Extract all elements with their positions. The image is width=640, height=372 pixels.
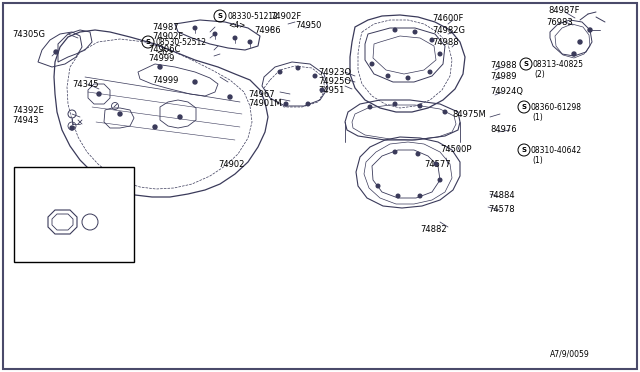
Text: 08313-40825: 08313-40825 (533, 60, 584, 68)
Text: 74578: 74578 (488, 205, 515, 214)
Circle shape (228, 95, 232, 99)
Text: 08310-40642: 08310-40642 (531, 145, 582, 154)
Text: 74959(LH): 74959(LH) (20, 208, 64, 217)
Text: 74305G: 74305G (12, 29, 45, 38)
Circle shape (296, 66, 300, 70)
Circle shape (248, 40, 252, 44)
Text: 74884: 74884 (488, 190, 515, 199)
Circle shape (406, 76, 410, 80)
Circle shape (393, 28, 397, 32)
Text: S: S (524, 61, 529, 67)
Bar (14, 167, 134, 262)
Text: 74988: 74988 (490, 61, 516, 70)
Text: <4>: <4> (228, 20, 245, 29)
Circle shape (428, 70, 432, 74)
Text: 74989: 74989 (490, 71, 516, 80)
Text: 76983: 76983 (546, 17, 573, 26)
Circle shape (430, 38, 434, 42)
Circle shape (438, 52, 442, 56)
Circle shape (578, 40, 582, 44)
Text: 74999: 74999 (152, 76, 179, 84)
Text: 74902F: 74902F (152, 32, 183, 41)
Text: 74600F: 74600F (432, 13, 463, 22)
Circle shape (376, 184, 380, 188)
Circle shape (386, 74, 390, 78)
Circle shape (443, 110, 447, 114)
Text: 74923O: 74923O (318, 67, 351, 77)
Text: 08360-61298: 08360-61298 (531, 103, 582, 112)
Circle shape (213, 32, 217, 36)
Text: (1): (1) (532, 112, 543, 122)
Text: <6>: <6> (156, 48, 173, 57)
Text: 74901M: 74901M (248, 99, 282, 108)
Circle shape (588, 28, 592, 32)
Text: 74986: 74986 (254, 26, 280, 35)
Circle shape (413, 30, 417, 34)
Circle shape (393, 102, 397, 106)
Text: 74882: 74882 (420, 224, 447, 234)
Text: 74987: 74987 (152, 22, 179, 32)
Circle shape (118, 112, 122, 116)
Circle shape (438, 178, 442, 182)
Circle shape (178, 115, 182, 119)
Circle shape (153, 125, 157, 129)
Circle shape (313, 74, 317, 78)
Text: 74906C: 74906C (148, 45, 180, 54)
Text: 74967: 74967 (248, 90, 275, 99)
Text: (1): (1) (532, 155, 543, 164)
Circle shape (97, 92, 101, 96)
Text: S: S (522, 104, 527, 110)
Circle shape (416, 152, 420, 156)
Text: 74345: 74345 (72, 80, 99, 89)
Text: 74943: 74943 (12, 115, 38, 125)
Text: 74988: 74988 (432, 38, 459, 46)
Circle shape (418, 104, 422, 108)
Circle shape (54, 50, 58, 54)
Text: 08530-52512: 08530-52512 (155, 38, 206, 46)
Circle shape (158, 65, 162, 69)
Text: 74500P: 74500P (440, 144, 472, 154)
Circle shape (368, 105, 372, 109)
Text: 74925O: 74925O (318, 77, 351, 86)
Text: 74958(RH): 74958(RH) (20, 196, 65, 205)
Text: 74902F: 74902F (270, 12, 301, 20)
Text: 74577: 74577 (424, 160, 451, 169)
Circle shape (393, 150, 397, 154)
Text: 74392E: 74392E (12, 106, 44, 115)
Circle shape (193, 26, 197, 30)
Text: S: S (145, 39, 150, 45)
Text: S: S (522, 147, 527, 153)
Circle shape (193, 80, 197, 84)
Circle shape (278, 70, 282, 74)
Circle shape (284, 102, 288, 106)
Text: 84976: 84976 (490, 125, 516, 134)
Circle shape (572, 52, 576, 56)
Text: 74982G: 74982G (432, 26, 465, 35)
Circle shape (370, 62, 374, 66)
Text: A7/9/0059: A7/9/0059 (550, 350, 589, 359)
Text: 74924Q: 74924Q (490, 87, 523, 96)
Text: 74999: 74999 (148, 54, 174, 62)
Text: 08330-51212: 08330-51212 (227, 12, 278, 20)
Text: S: S (218, 13, 223, 19)
Circle shape (306, 102, 310, 106)
Circle shape (233, 36, 237, 40)
Text: 74951: 74951 (318, 86, 344, 94)
Circle shape (434, 162, 438, 166)
Circle shape (320, 88, 324, 92)
Text: 74950: 74950 (295, 20, 321, 29)
Text: 84987F: 84987F (548, 6, 579, 15)
Circle shape (396, 194, 400, 198)
Circle shape (70, 126, 74, 130)
Text: 84975M: 84975M (452, 109, 486, 119)
Circle shape (418, 194, 422, 198)
Text: 74902: 74902 (218, 160, 244, 169)
Text: (2): (2) (534, 70, 545, 78)
